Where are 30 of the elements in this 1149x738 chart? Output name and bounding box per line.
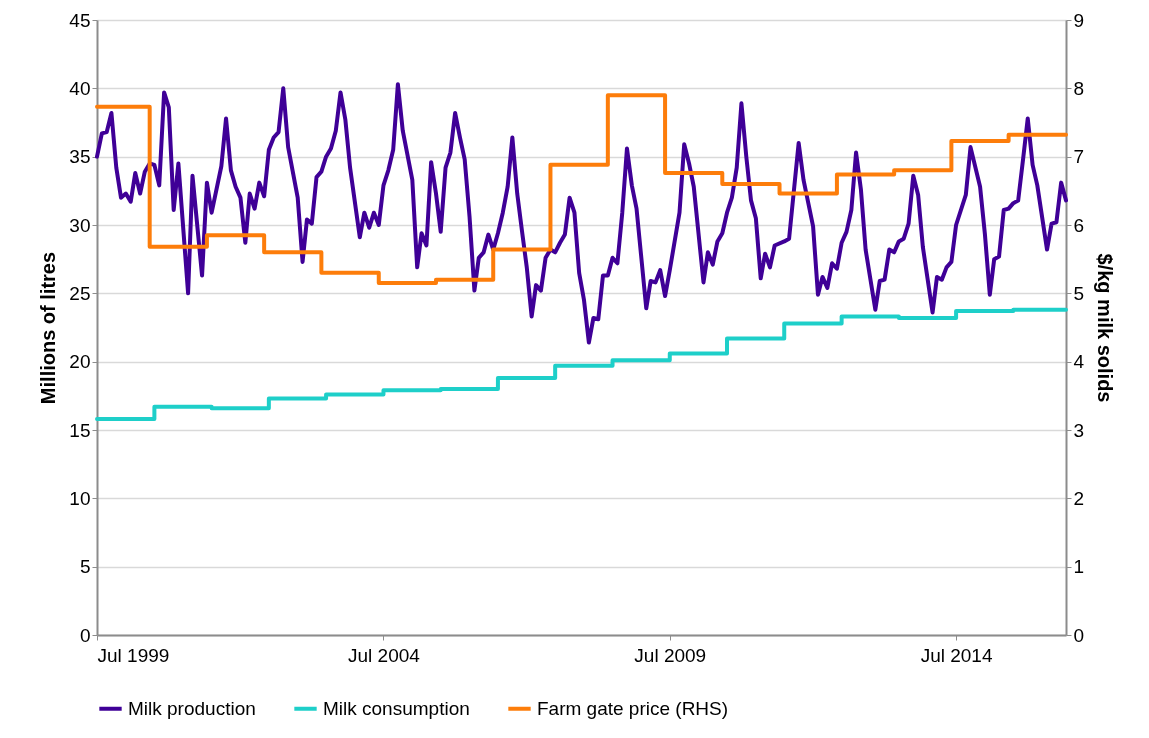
y-tick-label: 30	[69, 214, 91, 236]
y2-tick-label: 7	[1073, 146, 1085, 168]
y2-tick-label: 0	[1073, 624, 1085, 646]
y-tick-label: 0	[79, 624, 91, 646]
y-tick-label: 20	[69, 351, 91, 373]
x-tick-label: Jul 2014	[920, 644, 993, 666]
y2-tick-label: 3	[1073, 419, 1085, 441]
y-tick-label: 35	[69, 146, 91, 168]
y-tick-label: 40	[69, 77, 91, 99]
y2-tick-label: 4	[1073, 351, 1085, 373]
y2-tick-label: 9	[1073, 9, 1085, 31]
legend-label: Farm gate price (RHS)	[537, 697, 729, 719]
y-tick-label: 45	[69, 9, 91, 31]
y2-tick-label: 2	[1073, 487, 1085, 509]
legend-label: Milk consumption	[323, 697, 470, 719]
y2-tick-label: 5	[1073, 282, 1085, 304]
y-tick-label: 25	[69, 282, 91, 304]
y-tick-label: 10	[69, 487, 91, 509]
y2-tick-label: 1	[1073, 556, 1085, 578]
y-tick-label: 15	[69, 419, 91, 441]
y-axis-title: Millions of litres	[37, 251, 60, 405]
x-tick-label: Jul 2009	[634, 644, 707, 666]
y2-axis-title: $/kg milk solids	[1094, 253, 1117, 403]
y2-tick-label: 8	[1073, 77, 1085, 99]
legend-label: Milk production	[128, 697, 256, 719]
y2-tick-label: 6	[1073, 214, 1085, 236]
x-tick-label: Jul 2004	[348, 644, 421, 666]
y-tick-label: 5	[79, 556, 91, 578]
line-series	[95, 82, 1068, 345]
x-tick-label: Jul 1999	[97, 644, 170, 666]
